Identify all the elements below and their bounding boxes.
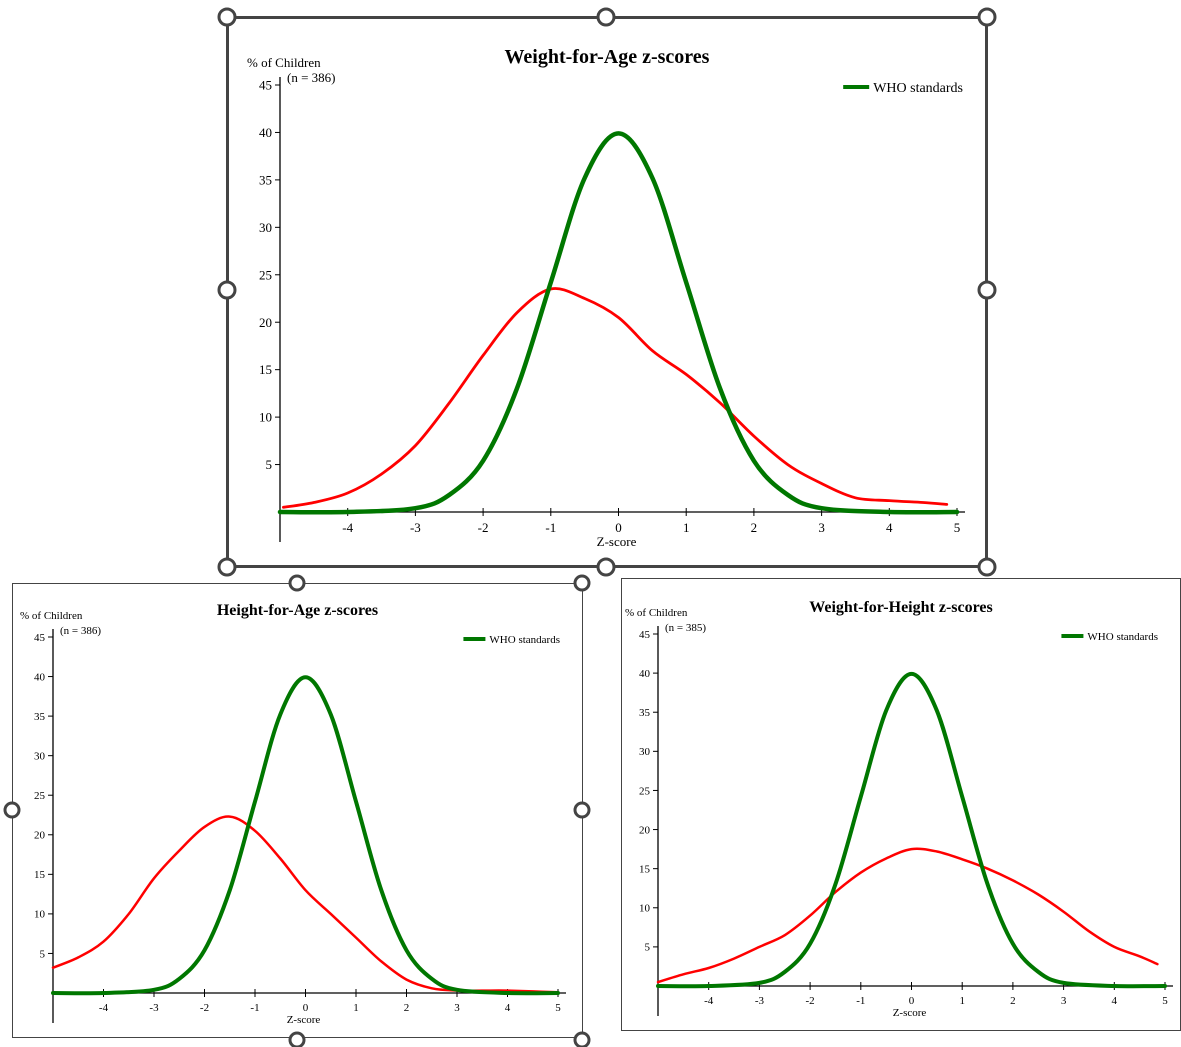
legend: WHO standards — [843, 81, 963, 96]
y-tick-label: 10 — [34, 909, 46, 921]
chart-title: Weight-for-Age z-scores — [505, 46, 710, 68]
y-tick-label: 40 — [34, 671, 46, 683]
x-tick-label: -3 — [149, 1002, 159, 1014]
x-tick-label: -1 — [545, 520, 556, 535]
x-tick-label: -2 — [806, 995, 815, 1007]
x-tick-label: 0 — [615, 520, 622, 535]
x-tick-label: 4 — [886, 520, 893, 535]
x-tick-label: -2 — [478, 520, 489, 535]
y-tick-label: 25 — [639, 785, 651, 797]
y-tick-label: 45 — [639, 629, 651, 641]
x-tick-label: -4 — [704, 995, 714, 1007]
legend-label: WHO standards — [489, 634, 560, 646]
x-tick-label: -4 — [342, 520, 353, 535]
y-tick-label: 30 — [34, 751, 46, 763]
x-tick-label: 5 — [555, 1002, 561, 1014]
x-axis-label: Z-score — [597, 534, 637, 549]
x-tick-label: 4 — [505, 1002, 511, 1014]
x-tick-label: 3 — [454, 1002, 460, 1014]
x-tick-label: -1 — [856, 995, 865, 1007]
legend: WHO standards — [463, 634, 560, 646]
y-tick-label: 5 — [266, 457, 273, 472]
sample-size-label: (n = 386) — [287, 70, 336, 85]
y-tick-label: 30 — [639, 746, 651, 758]
x-axis-label: Z-score — [287, 1014, 321, 1026]
y-tick-label: 5 — [40, 948, 46, 960]
legend-label: WHO standards — [1087, 631, 1158, 643]
x-tick-label: -4 — [99, 1002, 109, 1014]
y-tick-label: 20 — [259, 315, 272, 330]
sample-distribution-curve — [282, 287, 949, 509]
y-tick-label: 15 — [259, 362, 272, 377]
y-tick-label: 20 — [639, 824, 651, 836]
y-tick-label: 40 — [259, 125, 272, 140]
y-axis-label: % of Children — [247, 55, 321, 70]
y-tick-label: 35 — [639, 707, 651, 719]
x-tick-label: 0 — [303, 1002, 309, 1014]
y-tick-label: 15 — [639, 864, 651, 876]
y-tick-label: 45 — [259, 78, 272, 93]
x-tick-label: -3 — [410, 520, 421, 535]
chart-title: Height-for-Age z-scores — [217, 602, 378, 619]
sample-size-label: (n = 386) — [60, 625, 101, 637]
who-standard-curve — [277, 131, 960, 515]
x-tick-label: 5 — [954, 520, 961, 535]
x-axis-label: Z-score — [893, 1007, 927, 1019]
x-tick-label: -1 — [250, 1002, 259, 1014]
y-tick-label: 5 — [645, 942, 651, 954]
x-tick-label: 3 — [1061, 995, 1067, 1007]
y-axis-label: % of Children — [20, 610, 83, 622]
x-tick-label: 1 — [959, 995, 965, 1007]
y-tick-label: 40 — [639, 668, 651, 680]
y-tick-label: 25 — [259, 267, 272, 282]
chart-panel-height-for-age[interactable]: 5 10 15 20 25 30 35 40 45 -4 -3 -2 -1 0 1 2 3 4 5 Height-fo… — [12, 583, 583, 1038]
x-tick-label: 5 — [1162, 995, 1168, 1007]
who-standard-curve — [51, 675, 560, 996]
chart-title: Weight-for-Height z-scores — [809, 599, 993, 616]
x-tick-label: 4 — [1112, 995, 1118, 1007]
y-tick-label: 10 — [639, 903, 651, 915]
x-tick-label: 1 — [353, 1002, 359, 1014]
sample-size-label: (n = 385) — [665, 622, 706, 634]
x-tick-label: 2 — [404, 1002, 410, 1014]
legend-label: WHO standards — [873, 81, 963, 96]
y-tick-label: 35 — [34, 711, 46, 723]
y-tick-label: 25 — [34, 790, 46, 802]
sample-distribution-curve — [51, 815, 560, 994]
x-tick-label: 0 — [909, 995, 915, 1007]
y-tick-label: 20 — [34, 830, 46, 842]
who-standard-curve — [656, 671, 1167, 989]
x-tick-label: 1 — [683, 520, 690, 535]
chart-panel-weight-for-height[interactable]: 5 10 15 20 25 30 35 40 45 -4 -3 -2 -1 0 1 2 3 4 5 Weight-fo… — [621, 578, 1181, 1031]
y-tick-label: 30 — [259, 220, 272, 235]
x-tick-label: 3 — [818, 520, 825, 535]
y-tick-label: 35 — [259, 172, 272, 187]
y-tick-label: 10 — [259, 410, 272, 425]
legend: WHO standards — [1061, 631, 1158, 643]
x-tick-label: 2 — [751, 520, 758, 535]
y-axis-label: % of Children — [625, 607, 688, 619]
y-tick-label: 45 — [34, 632, 46, 644]
x-tick-label: 2 — [1010, 995, 1016, 1007]
x-tick-label: -2 — [200, 1002, 209, 1014]
chart-panel-weight-for-age[interactable]: 5 10 15 20 25 30 35 40 45 -4 -3 -2 -1 0 1 2 3 4 5 Weight-fo… — [226, 16, 988, 568]
sample-distribution-curve — [656, 847, 1159, 984]
y-tick-label: 15 — [34, 869, 46, 881]
x-tick-label: -3 — [755, 995, 765, 1007]
